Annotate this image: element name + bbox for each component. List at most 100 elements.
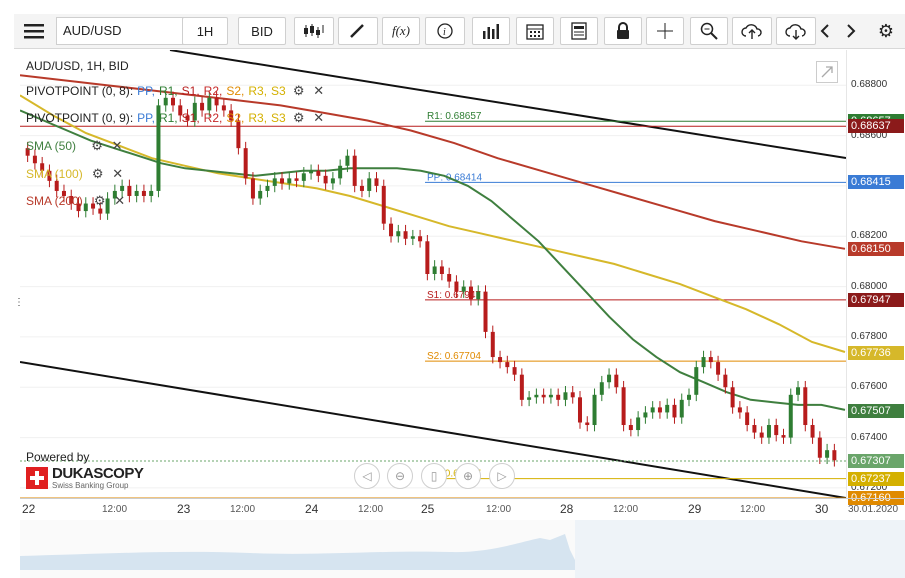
candle-body (439, 266, 444, 274)
candle-body (788, 394, 793, 438)
price-side-select[interactable]: BID (238, 17, 286, 45)
sma-50-label: SMA (50) (26, 139, 77, 153)
candle-body (367, 178, 372, 191)
scroll-left-icon[interactable]: ◁ (354, 463, 380, 489)
gear-icon[interactable]: ⚙ (91, 138, 103, 153)
gear-icon[interactable]: ⚙ (91, 166, 104, 181)
y-tick-label: 0.67400 (851, 431, 888, 443)
instrument-select[interactable]: AUD/USD (56, 17, 190, 45)
candle-body (636, 417, 641, 431)
dukascopy-branding[interactable]: Powered by DUKASCOPY Swiss Banking Group (26, 450, 156, 492)
pivot-s3: S3 (271, 111, 286, 125)
zoom-icon[interactable] (690, 17, 728, 45)
legend-sma-200[interactable]: SMA (200) ⚙ ✕ (26, 193, 127, 209)
zoom-in-icon[interactable]: ⊕ (455, 463, 481, 489)
x-day-label: 29 (688, 502, 702, 516)
close-icon[interactable]: ✕ (313, 110, 325, 125)
candle-body (221, 105, 226, 111)
gear-icon[interactable]: ⚙ (93, 193, 106, 208)
candle-body (309, 170, 314, 174)
pivot-label-r1: R1: 0.68657 (427, 111, 482, 122)
x-time-label: 12:00 (358, 504, 384, 515)
candle-body (207, 97, 212, 111)
pivot-pp: PP, (137, 111, 155, 125)
left-drag-handle[interactable]: ⋮ (14, 297, 24, 308)
pivot-label-s2: S2: 0.67704 (427, 351, 481, 362)
fx-icon[interactable]: f(x) (382, 17, 420, 45)
candle-body (577, 397, 582, 423)
candle-body (621, 387, 626, 426)
candle-body (432, 266, 437, 274)
candle-body (716, 362, 721, 375)
calendar-icon[interactable] (516, 17, 554, 45)
pivot-s1: S1, (181, 111, 200, 125)
pivot-s3: S3 (271, 84, 286, 98)
pivot-s2: S2, (226, 111, 245, 125)
chevron-right-icon[interactable] (840, 17, 862, 45)
y-tick-label: 0.68200 (851, 230, 888, 242)
candle-body (425, 241, 430, 274)
candle-body (810, 425, 815, 438)
gear-icon[interactable]: ⚙ (292, 83, 305, 98)
candle-body (229, 110, 234, 121)
sma-100-label: SMA (100) (26, 167, 83, 181)
volume-icon[interactable] (472, 17, 510, 45)
candle-body (796, 387, 801, 395)
expand-icon[interactable] (816, 61, 838, 83)
crosshair-icon[interactable] (646, 17, 684, 45)
candle-body (766, 425, 771, 438)
candle-body (657, 407, 662, 413)
candle-body (519, 374, 524, 400)
sma-200-label: SMA (200) (26, 194, 83, 208)
hamburger-icon[interactable] (18, 17, 50, 45)
candle-body (112, 190, 117, 199)
candle-body (243, 148, 248, 179)
legend-sma-100[interactable]: SMA (100) ⚙ ✕ (26, 166, 125, 182)
legend-pivot-1[interactable]: PIVOTPOINT (0, 8) : PP, R1, S1, R2, S2, … (26, 83, 326, 99)
candle-body (287, 178, 292, 184)
candle-body (483, 291, 488, 332)
candle-body (694, 367, 699, 395)
dukascopy-wordmark: DUKASCOPY (52, 465, 144, 482)
legend-title: AUD/USD, 1H, BID (26, 59, 129, 73)
candle-body (54, 180, 59, 191)
timeframe-select[interactable]: 1H (182, 17, 228, 45)
x-day-label: 30 (815, 502, 829, 516)
close-icon[interactable]: ✕ (114, 193, 126, 208)
pencil-icon[interactable] (338, 17, 378, 45)
reset-zoom-icon[interactable]: ▯ (421, 463, 447, 489)
navigator-strip[interactable] (20, 520, 905, 578)
gear-icon[interactable]: ⚙ (292, 110, 305, 125)
lock-icon[interactable] (604, 17, 642, 45)
candle-body (338, 165, 343, 179)
close-icon[interactable]: ✕ (313, 83, 325, 98)
legend-sma-50[interactable]: SMA (50) ⚙ ✕ (26, 138, 124, 154)
candle-body (832, 450, 837, 461)
info-icon[interactable]: i (425, 17, 465, 45)
x-time-label: 12:00 (613, 504, 639, 515)
candle-body (541, 394, 546, 398)
candle-body (730, 387, 735, 408)
price-tag: 0.68415 (848, 175, 904, 190)
candles-icon[interactable] (294, 17, 334, 45)
x-date-label: 30.01.2020 (848, 504, 899, 515)
candle-body (265, 185, 270, 191)
pivot-name: PIVOTPOINT (0, 8) (26, 84, 130, 98)
gear-icon[interactable]: ⚙ (877, 20, 895, 41)
price-chart[interactable]: R1: 0.68657 PP: 0.68414 S1: 0.67947 S2: 0.6… (20, 50, 846, 498)
candle-body (345, 155, 350, 166)
upload-cloud-icon[interactable] (732, 17, 772, 45)
sheet-icon[interactable] (560, 17, 598, 45)
candle-body (374, 178, 379, 186)
trend-line-upper (169, 50, 846, 159)
chevron-left-icon[interactable] (814, 17, 836, 45)
zoom-out-icon[interactable]: ⊖ (387, 463, 413, 489)
close-icon[interactable]: ✕ (111, 138, 123, 153)
pivot-label-s1: S1: 0.67947 (427, 290, 481, 301)
download-cloud-icon[interactable] (776, 17, 816, 45)
pivot-pp: PP, (137, 84, 155, 98)
scroll-right-icon[interactable]: ▷ (489, 463, 515, 489)
close-icon[interactable]: ✕ (112, 166, 124, 181)
pivot-r1: R1, (158, 111, 178, 125)
legend-pivot-2[interactable]: PIVOTPOINT (0, 9) : PP, R1, S1, R2, S2, … (26, 110, 326, 126)
